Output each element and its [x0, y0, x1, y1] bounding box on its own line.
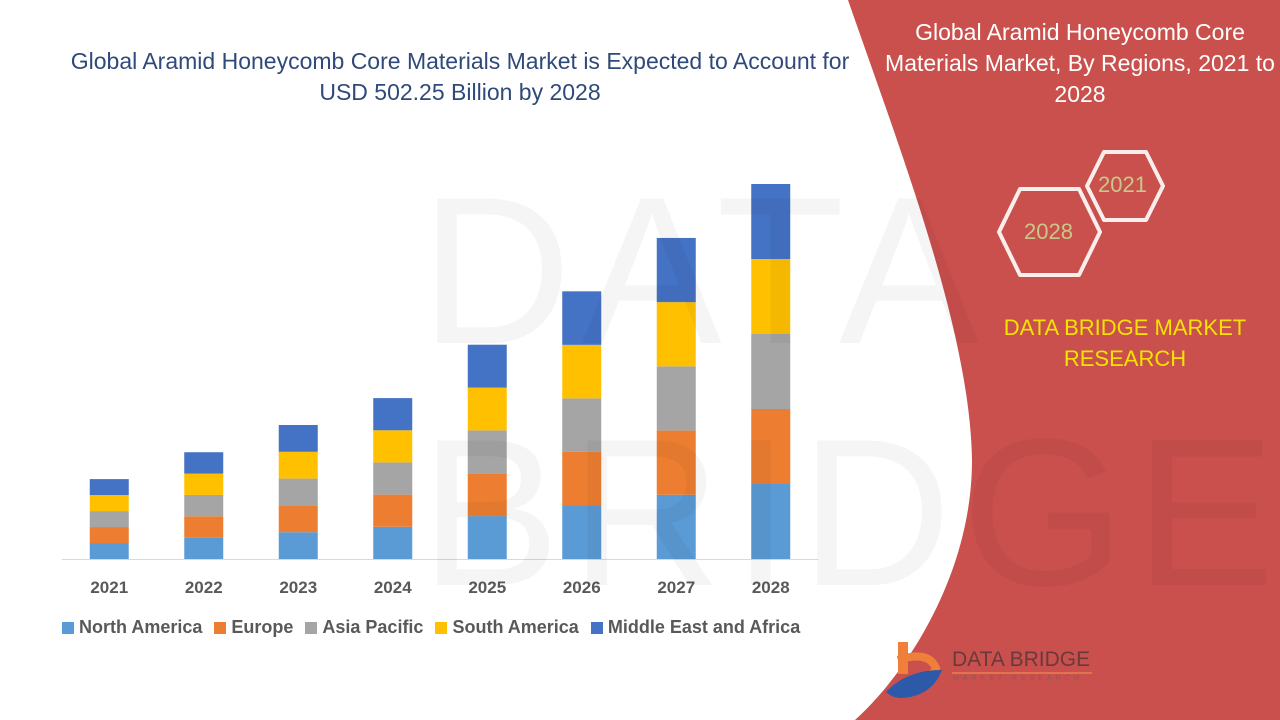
bar-segment-2027-middle-east-and-africa — [656, 237, 696, 303]
bar-segment-2021-middle-east-and-africa — [89, 479, 129, 496]
bar-segment-2021-europe — [89, 527, 129, 544]
bar-segment-2028-north-america — [751, 484, 791, 559]
legend-item: Middle East and Africa — [590, 617, 801, 638]
watermark: DATA BRIDGE — [420, 150, 1280, 634]
legend-label: South America — [452, 617, 579, 637]
bar-segment-2022-south-america — [184, 473, 224, 495]
bar-segment-2025-south-america — [467, 387, 507, 431]
bar-segment-2023-south-america — [278, 451, 318, 479]
red-side-panel — [848, 0, 1280, 720]
legend-item: North America — [62, 617, 202, 638]
x-tick-label: 2024 — [374, 578, 412, 597]
bar-segment-2025-europe — [467, 473, 507, 517]
stacked-bar-chart: 2021 2022 2023 2024 2025 2026 2027 2028 — [62, 184, 818, 597]
x-tick-label: 2023 — [279, 578, 317, 597]
bar-segment-2028-south-america — [751, 259, 791, 334]
bar-segment-2025-asia-pacific — [467, 430, 507, 474]
bar-segment-2023-north-america — [278, 532, 318, 559]
bar-segment-2026-south-america — [562, 344, 602, 399]
hex-label-2028: 2028 — [1024, 219, 1073, 244]
legend-swatch — [435, 621, 448, 634]
legend-swatch — [214, 621, 227, 634]
x-tick-label: 2025 — [468, 578, 506, 597]
bar-segment-2025-north-america — [467, 516, 507, 559]
x-tick-label: 2027 — [657, 578, 695, 597]
legend-label: Middle East and Africa — [607, 617, 801, 637]
logo-icon — [886, 642, 1092, 698]
bar-segment-2027-north-america — [656, 494, 696, 559]
bar-segment-2025-middle-east-and-africa — [467, 344, 507, 388]
bar-segment-2023-middle-east-and-africa — [278, 424, 318, 452]
logo-subtext: MARKET RESEARCH — [953, 675, 1083, 682]
bar-segment-2023-asia-pacific — [278, 478, 318, 506]
bar-segment-2026-europe — [562, 451, 602, 506]
bar-segment-2024-south-america — [373, 430, 413, 463]
bar-segment-2022-asia-pacific — [184, 494, 224, 517]
bar-segment-2028-asia-pacific — [751, 334, 791, 409]
legend-item: Asia Pacific — [305, 617, 423, 638]
legend-item: South America — [435, 617, 579, 638]
bar-segment-2021-south-america — [89, 495, 129, 512]
bar-segment-2026-north-america — [562, 505, 602, 559]
bar-segment-2027-asia-pacific — [656, 366, 696, 431]
x-tick-label: 2026 — [563, 578, 601, 597]
bar-segment-2024-asia-pacific — [373, 462, 413, 495]
bar-segment-2021-north-america — [89, 543, 129, 559]
side-panel-title: Global Aramid Honeycomb Core Materials M… — [885, 19, 1275, 107]
legend-swatch — [62, 621, 74, 634]
bar-segment-2023-europe — [278, 505, 318, 533]
bar-segment-2024-north-america — [373, 526, 413, 559]
bar-segment-2028-middle-east-and-africa — [751, 184, 791, 259]
hexagon-2021 — [1085, 150, 1165, 222]
x-tick-label: 2021 — [90, 578, 128, 597]
bar-segment-2024-middle-east-and-africa — [373, 398, 413, 431]
bar-segment-2022-middle-east-and-africa — [184, 452, 224, 474]
brand-text: DATA BRIDGE MARKET RESEARCH — [1003, 315, 1247, 371]
bar-segment-2022-north-america — [184, 537, 224, 559]
bar-segment-2026-middle-east-and-africa — [562, 291, 602, 345]
bar-segment-2024-europe — [373, 494, 413, 527]
legend-label: Asia Pacific — [322, 617, 424, 637]
legend-item: Europe — [214, 617, 293, 638]
legend-label: North America — [79, 617, 203, 637]
bar-segment-2028-europe — [751, 409, 791, 484]
chart-legend: North America Europe Asia Pacific South Ame… — [62, 617, 800, 638]
bar-segment-2026-asia-pacific — [562, 398, 602, 452]
logo-text: DATA BRIDGE — [952, 648, 1091, 671]
hexagon-2028 — [997, 187, 1102, 277]
legend-swatch — [590, 621, 603, 634]
bar-segment-2022-europe — [184, 516, 224, 538]
bar-segment-2027-south-america — [656, 302, 696, 367]
x-tick-label: 2028 — [752, 578, 790, 597]
bar-segment-2027-europe — [656, 430, 696, 495]
hex-label-2021: 2021 — [1098, 172, 1147, 197]
legend-swatch — [305, 621, 318, 634]
chart-title: Global Aramid Honeycomb Core Materials M… — [70, 48, 850, 105]
legend-label: Europe — [231, 617, 294, 637]
bar-segment-2021-asia-pacific — [89, 511, 129, 528]
x-tick-label: 2022 — [185, 578, 223, 597]
